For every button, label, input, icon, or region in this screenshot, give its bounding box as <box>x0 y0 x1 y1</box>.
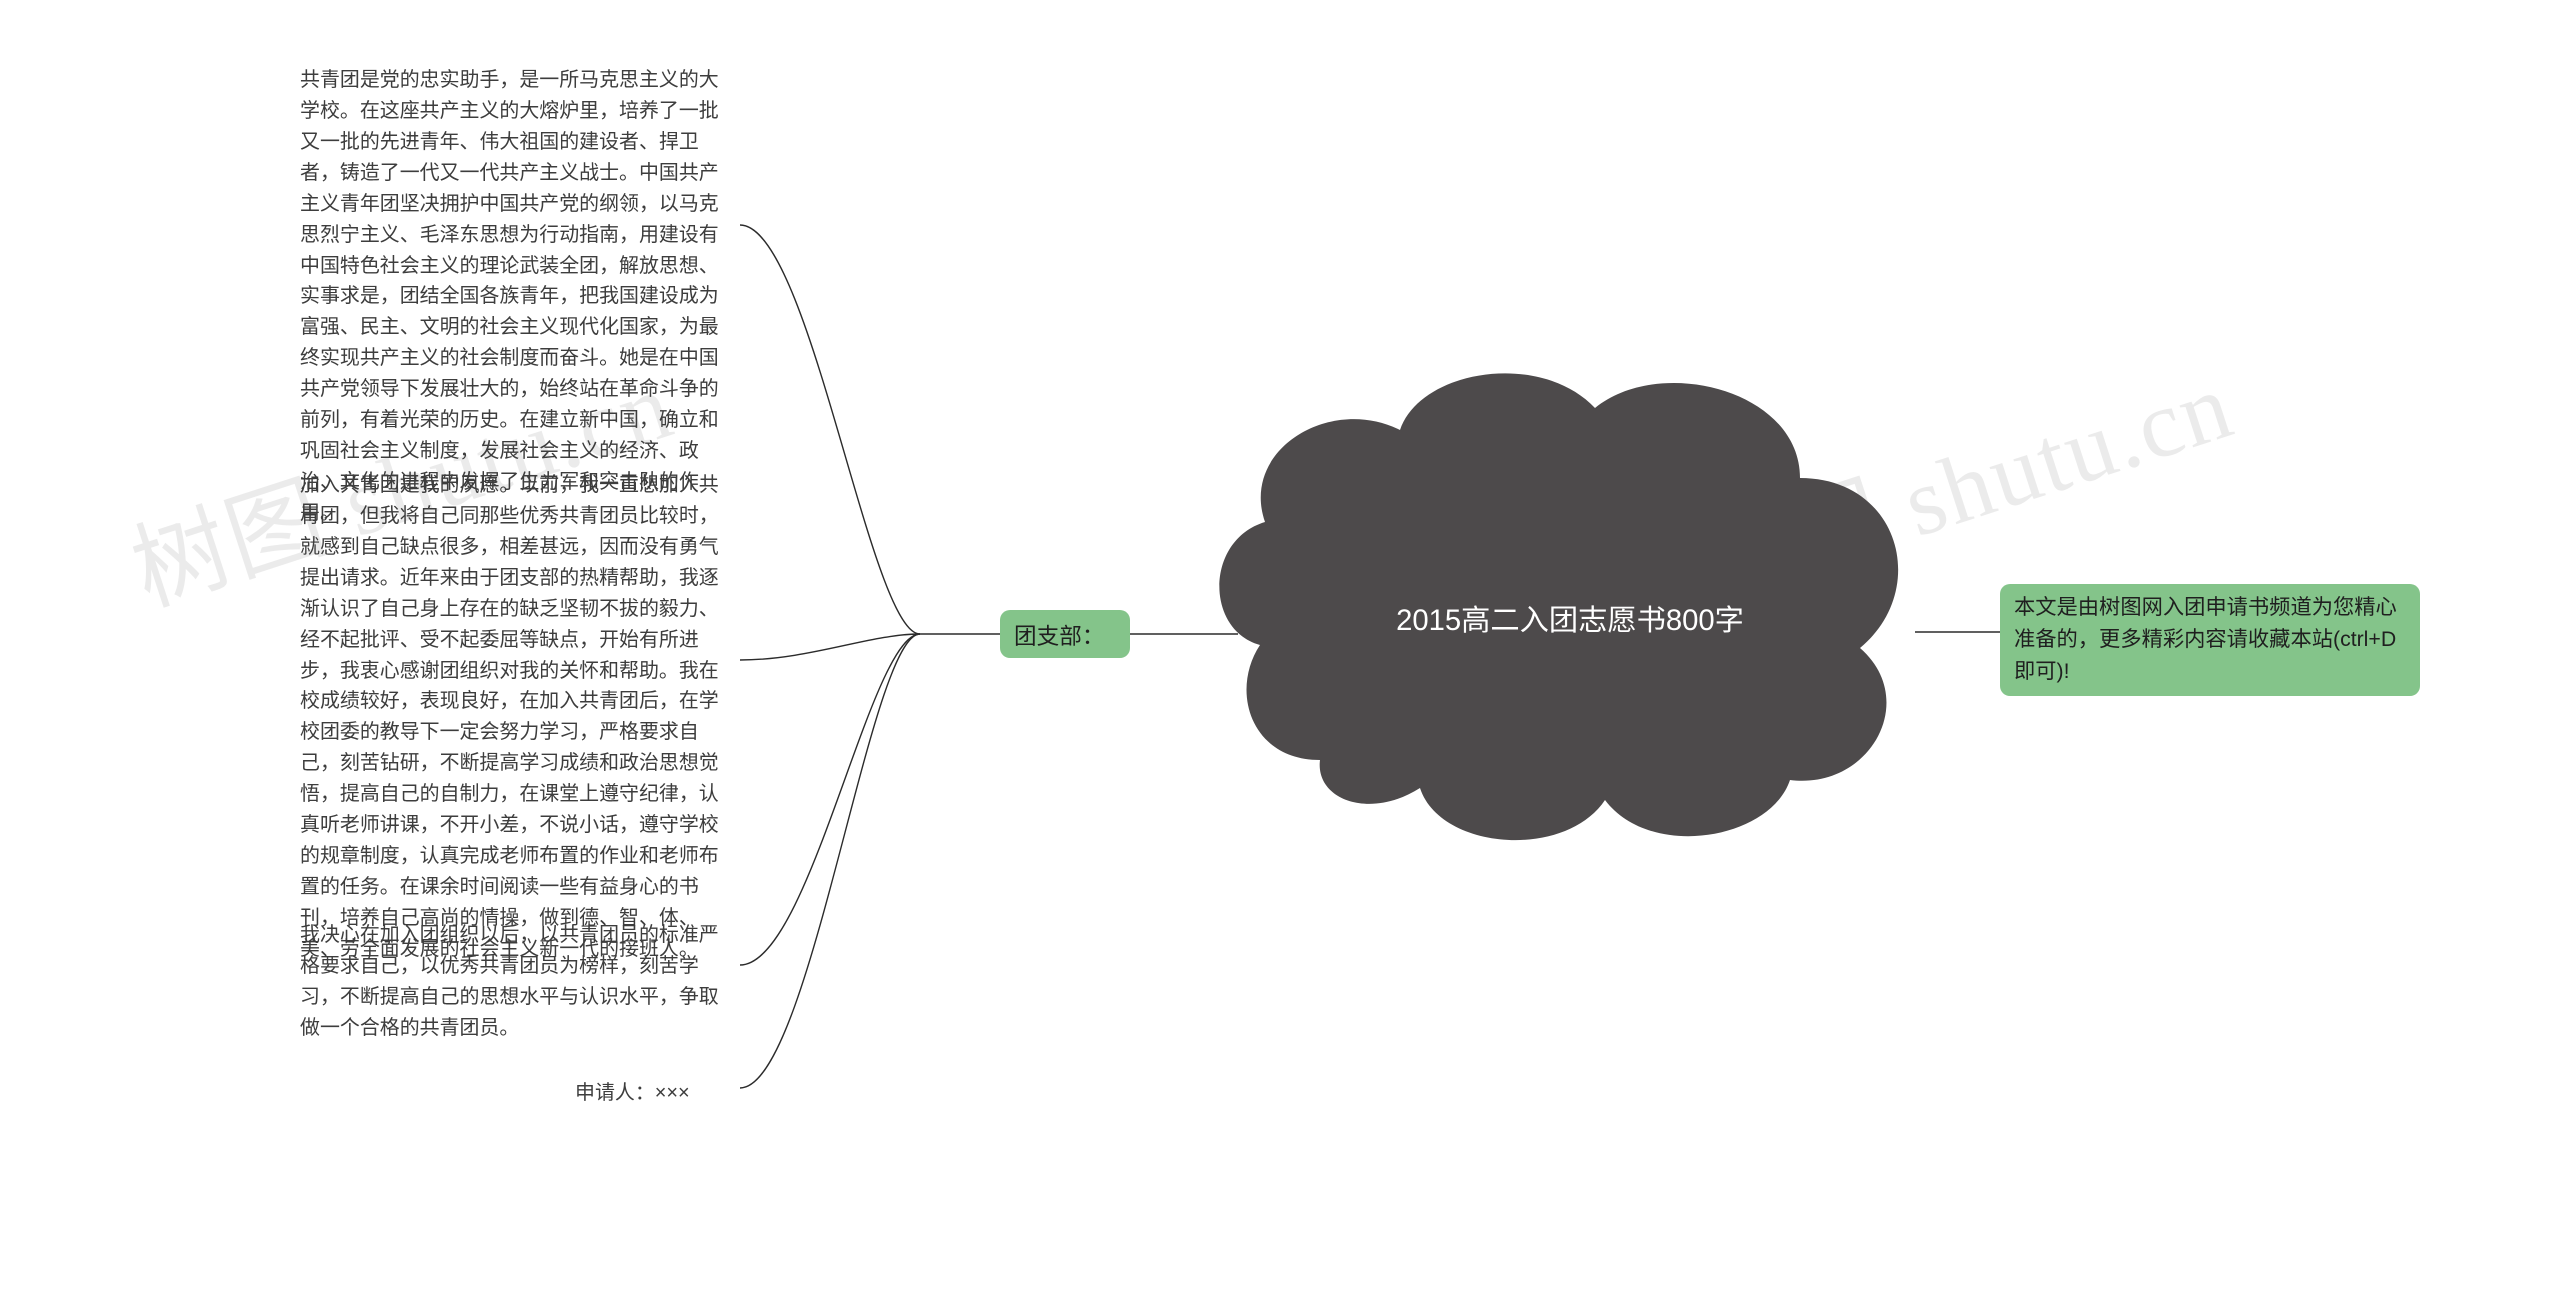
right-node-text: 本文是由树图网入团申请书频道为您精心准备的，更多精彩内容请收藏本站(ctrl+D… <box>2014 592 2406 688</box>
signature-line: 申请人：××× <box>575 1078 735 1109</box>
left-node-text: 团支部： <box>1014 618 1104 651</box>
paragraph-block: 加入共青团是我的夙愿。以前，我一直想加入共青团，但我将自己同那些优秀共青团员比较… <box>300 470 730 965</box>
paragraph-block: 我决心在加入团组织以后，以共青团员的标准严格要求自己，以优秀共青团员为榜样，刻苦… <box>300 920 730 1044</box>
left-node: 团支部： <box>1000 610 1130 658</box>
mindmap-canvas: 树图 shutu.cn 树图 shutu.cn 2015高二入团志愿书800字 … <box>0 0 2560 1295</box>
paragraph-block: 共青团是党的忠实助手，是一所马克思主义的大学校。在这座共产主义的大熔炉里，培养了… <box>300 65 730 529</box>
right-node: 本文是由树图网入团申请书频道为您精心准备的，更多精彩内容请收藏本站(ctrl+D… <box>2000 584 2420 696</box>
center-title: 2015高二入团志愿书800字 <box>1390 600 1750 644</box>
